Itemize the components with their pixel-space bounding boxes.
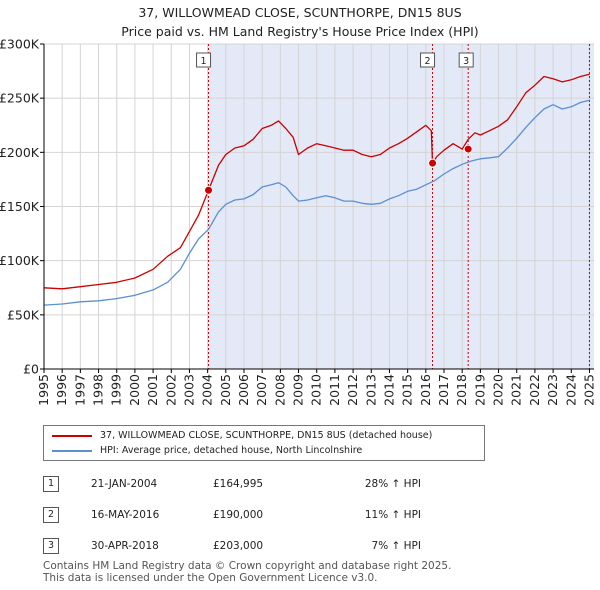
x-tick-label: 2012	[345, 374, 360, 406]
sale-label-frame	[420, 52, 436, 68]
transaction-badge: 3	[43, 538, 59, 554]
title-line-1: 37, WILLOWMEAD CLOSE, SCUNTHORPE, DN15 8…	[138, 5, 462, 20]
x-tick-label: 2022	[527, 374, 542, 406]
legend-label-hpi: HPI: Average price, detached house, Nort…	[100, 445, 363, 456]
x-tick-label: 2016	[418, 374, 433, 406]
transaction-badge: 1	[43, 476, 59, 492]
transaction-row: 2 16-MAY-2016 £190,000 11% ↑ HPI	[43, 507, 563, 525]
x-tick-label: 2003	[181, 374, 196, 406]
transaction-price: £164,995	[213, 478, 264, 490]
x-tick-label: 2014	[381, 374, 396, 406]
sale-label-frame	[196, 52, 212, 68]
sale-label-number: 1	[201, 56, 207, 67]
x-tick-label: 2001	[145, 374, 160, 406]
legend-item-property: 37, WILLOWMEAD CLOSE, SCUNTHORPE, DN15 8…	[52, 430, 432, 441]
x-tick-label: 2009	[291, 374, 306, 406]
transaction-date: 30-APR-2018	[91, 540, 159, 552]
sale-label-box: 2	[420, 52, 436, 68]
x-tick-label: 2024	[563, 374, 578, 406]
x-tick-label: 2007	[254, 374, 269, 406]
legend-item-hpi: HPI: Average price, detached house, Nort…	[52, 445, 362, 456]
x-tick-label: 2023	[545, 374, 560, 406]
x-tick-label: 2011	[327, 374, 342, 406]
price-chart: 1 2 3 £0 £50K £100K £150K £200K £250K £300K 1995…	[0, 37, 596, 406]
x-tick-label: 2015	[400, 374, 415, 406]
transaction-price: £190,000	[213, 509, 264, 521]
transaction-hpi-diff: 28% ↑ HPI	[364, 478, 421, 490]
chart-legend: 37, WILLOWMEAD CLOSE, SCUNTHORPE, DN15 8…	[43, 425, 485, 461]
y-tick-label: £200K	[0, 145, 40, 160]
sale-label-number: 3	[463, 56, 469, 67]
title-line-2: Price paid vs. HM Land Registry's House …	[121, 24, 479, 39]
y-tick-label: £150K	[0, 199, 40, 214]
x-tick-label: 1995	[36, 374, 51, 406]
chart-title: 37, WILLOWMEAD CLOSE, SCUNTHORPE, DN15 8…	[0, 3, 600, 41]
sale-point	[463, 144, 473, 154]
y-tick-label: £0	[23, 362, 39, 377]
x-tick-label: 2005	[218, 374, 233, 406]
x-tick-label: 1999	[109, 374, 124, 406]
y-tick-label: £50K	[7, 307, 40, 322]
transaction-badge: 2	[43, 507, 59, 523]
legend-label-property: 37, WILLOWMEAD CLOSE, SCUNTHORPE, DN15 8…	[100, 430, 433, 441]
x-tick-label: 2020	[491, 374, 506, 406]
y-tick-label: £250K	[0, 91, 40, 106]
x-tick-label: 2013	[363, 374, 378, 406]
x-tick-label: 2002	[163, 374, 178, 406]
hpi-line	[43, 99, 590, 306]
transaction-date: 16-MAY-2016	[91, 509, 160, 521]
transaction-date: 21-JAN-2004	[91, 478, 158, 490]
sale-label-number: 2	[425, 56, 431, 67]
legend-swatch-blue	[52, 449, 92, 452]
sale-label-box: 1	[196, 52, 212, 68]
x-tick-label: 2019	[472, 374, 487, 406]
x-tick-label: 2000	[127, 374, 142, 406]
transaction-row: 1 21-JAN-2004 £164,995 28% ↑ HPI	[43, 476, 563, 494]
x-tick-label: 1996	[54, 374, 69, 406]
transaction-hpi-diff: 11% ↑ HPI	[364, 509, 421, 521]
sale-point	[204, 185, 214, 195]
x-tick-label: 2004	[200, 374, 215, 406]
x-tick-label: 2025	[581, 374, 596, 406]
footer-line-1: Contains HM Land Registry data © Crown c…	[43, 560, 452, 572]
x-tick-label: 2008	[272, 374, 287, 406]
footer-line-2: This data is licensed under the Open Gov…	[43, 571, 378, 584]
sale-label-frame	[458, 52, 474, 68]
x-tick-label: 2017	[436, 374, 451, 406]
x-tick-label: 2010	[309, 374, 324, 406]
y-tick-label: £100K	[0, 253, 40, 268]
transaction-row: 3 30-APR-2018 £203,000 7% ↑ HPI	[43, 538, 563, 556]
legend-swatch-red	[52, 434, 92, 437]
x-tick-label: 2018	[454, 374, 469, 406]
property-price-line	[43, 73, 590, 290]
transaction-price: £203,000	[213, 540, 264, 552]
x-tick-label: 1997	[72, 374, 87, 406]
x-tick-label: 1998	[91, 374, 106, 406]
sale-label-box: 3	[458, 52, 474, 68]
footer-attribution: Contains HM Land Registry data © Crown c…	[43, 560, 452, 584]
y-tick-label: £300K	[0, 37, 40, 52]
sale-point	[428, 158, 438, 168]
x-tick-label: 2021	[509, 374, 524, 406]
x-tick-label: 2006	[236, 374, 251, 406]
transaction-hpi-diff: 7% ↑ HPI	[371, 540, 421, 552]
